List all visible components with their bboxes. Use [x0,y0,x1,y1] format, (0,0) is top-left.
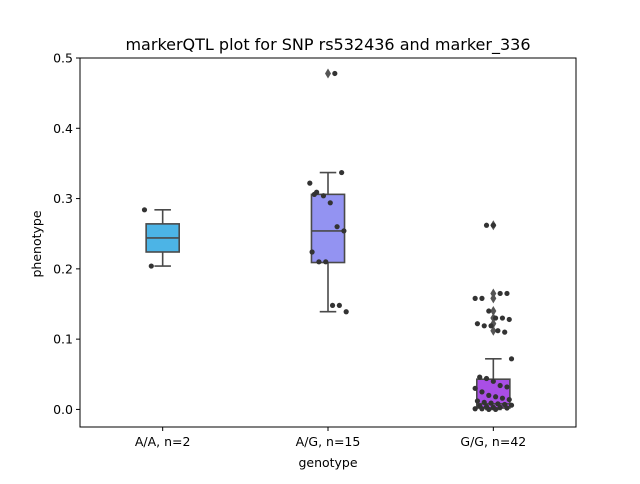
strip-point [320,193,327,199]
box-iqr [310,193,346,264]
strip-point [472,385,478,391]
chart-title: markerQTL plot for SNP rs532436 and mark… [125,35,530,55]
strip-point [497,290,503,297]
strip-point [506,396,512,403]
strip-point [307,180,313,186]
strip-point [490,222,496,228]
strip-point [316,259,322,265]
strip-point [336,302,342,309]
strip-point [472,406,478,412]
strip-point [334,224,340,230]
strip-point [495,328,501,334]
strip-point [483,222,490,228]
strip-point [499,315,506,321]
strip-point [486,392,492,398]
strip-point [493,394,499,400]
strip-point [479,389,485,395]
strip-point [329,302,336,309]
strip-point [148,263,154,269]
strip-point [341,228,347,234]
x-tick-label: A/A, n=2 [135,434,191,449]
strip-point [481,323,487,329]
strip-point [502,329,508,335]
y-tick-label: 0.0 [53,402,73,417]
strip-point [479,295,485,301]
x-axis-label: genotype [298,455,357,470]
strip-point [343,309,349,315]
strip-point [504,384,510,390]
y-tick-label: 0.4 [53,121,73,136]
x-tick-label: G/G, n=42 [460,434,526,449]
y-axis-label: phenotype [29,210,44,277]
strip-point [506,316,512,323]
strip-point [472,295,478,301]
strip-point [486,406,492,413]
strip-point [474,321,481,327]
y-tick-label: 0.1 [53,332,73,347]
strip-point [332,70,338,77]
strip-point [493,315,499,321]
strip-point [508,402,515,408]
strip-point [490,378,496,384]
strip-point [477,374,483,380]
box-outlier [325,68,331,79]
strip-point [497,404,503,410]
y-tick-label: 0.2 [53,261,73,276]
strip-point [508,356,515,362]
strip-point [327,200,333,206]
strip-point [499,395,506,401]
strip-point [488,400,494,406]
box-outlier [490,306,497,317]
strip-point [481,399,487,405]
axes-frame [79,57,577,428]
strip-point [486,308,492,314]
strip-point [483,375,490,382]
strip-point [479,406,485,412]
y-tick-label: 0.3 [53,191,73,206]
strip-point [339,169,345,176]
strip-point [497,382,503,389]
strip-point [141,207,148,213]
strip-point [488,323,494,329]
strip-point [474,398,481,404]
strip-point [493,406,499,413]
x-tick-label: A/G, n=15 [296,434,361,449]
strip-point [504,405,510,411]
strip-point [311,191,317,197]
box-outlier [490,293,497,304]
strip-point [323,259,329,265]
y-tick-label: 0.5 [53,51,73,66]
strip-point [504,290,510,297]
plot-area: 0.0 0.1 0.2 0.3 0.4 0.5 A/A, n=2 A/G, n=15 G/G, … [53,51,526,450]
strip-point [309,249,315,255]
